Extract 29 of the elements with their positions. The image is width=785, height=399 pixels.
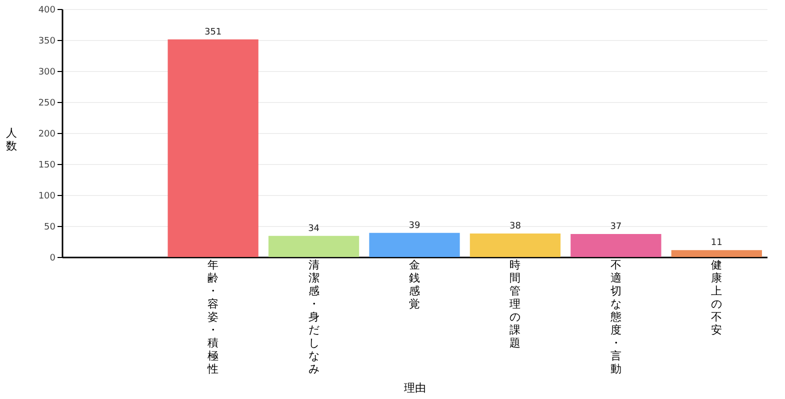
bar bbox=[470, 233, 561, 257]
x-tick-label: 時間管理の課題 bbox=[510, 258, 521, 350]
y-tick-label: 250 bbox=[38, 98, 56, 108]
data-label: 39 bbox=[408, 220, 420, 231]
y-tick-label: 400 bbox=[38, 6, 56, 16]
category-label: 不適切な態度・言動 bbox=[610, 258, 622, 376]
y-tick-label: 300 bbox=[38, 68, 56, 78]
y-tick-label: 150 bbox=[38, 160, 56, 170]
category-label: 清潔感・身だしなみ bbox=[308, 258, 320, 376]
bar bbox=[671, 250, 762, 257]
data-label: 351 bbox=[204, 27, 222, 38]
bar bbox=[369, 232, 460, 257]
bar bbox=[268, 236, 360, 257]
x-tick-label: 金銭感覚 bbox=[409, 258, 420, 310]
data-label: 11 bbox=[710, 238, 722, 248]
bar bbox=[570, 234, 662, 257]
y-axis-title: 人数 bbox=[6, 126, 17, 152]
bar bbox=[168, 39, 258, 257]
y-tick-label: 100 bbox=[38, 192, 56, 202]
y-tick-label: 200 bbox=[38, 130, 56, 140]
x-axis-title: 理由 bbox=[404, 382, 426, 394]
data-label: 34 bbox=[308, 224, 320, 234]
y-tick-label: 350 bbox=[38, 36, 56, 46]
category-label: 年齢・容姿・積極性 bbox=[208, 258, 219, 376]
data-label: 38 bbox=[509, 221, 522, 232]
y-tick-label: 50 bbox=[44, 222, 56, 232]
x-tick-label: 健康上の不安 bbox=[711, 258, 722, 336]
y-tick-label: 0 bbox=[50, 254, 56, 264]
data-label: 37 bbox=[610, 222, 622, 232]
